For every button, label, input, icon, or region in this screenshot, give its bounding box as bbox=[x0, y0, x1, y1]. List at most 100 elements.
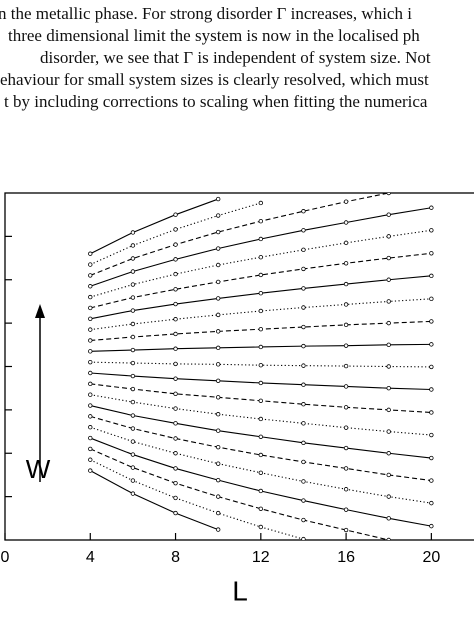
data-point bbox=[88, 273, 93, 278]
data-point bbox=[215, 279, 221, 285]
plot-area bbox=[88, 193, 434, 540]
data-point bbox=[386, 429, 391, 434]
data-point bbox=[215, 477, 221, 483]
data-point bbox=[258, 236, 264, 242]
data-point bbox=[215, 510, 221, 516]
data-point bbox=[130, 426, 136, 431]
x-axis-label: L bbox=[232, 575, 248, 606]
data-point bbox=[130, 321, 136, 327]
data-point bbox=[343, 507, 349, 512]
data-point bbox=[130, 439, 136, 444]
data-point bbox=[88, 414, 93, 419]
data-point bbox=[130, 243, 136, 248]
data-point bbox=[301, 402, 306, 407]
data-point bbox=[301, 228, 306, 233]
x-tick-label: 20 bbox=[422, 549, 440, 566]
data-point bbox=[386, 299, 391, 304]
data-point bbox=[429, 296, 434, 302]
data-point bbox=[343, 466, 349, 471]
data-point bbox=[88, 305, 93, 311]
data-point bbox=[215, 527, 221, 532]
curve bbox=[90, 193, 389, 276]
data-point bbox=[301, 363, 306, 368]
data-point bbox=[386, 342, 391, 348]
data-point bbox=[173, 391, 178, 397]
data-point bbox=[130, 465, 136, 470]
data-point bbox=[343, 363, 349, 369]
data-point bbox=[130, 452, 136, 457]
data-point bbox=[301, 247, 306, 253]
data-point bbox=[130, 360, 136, 366]
curve bbox=[90, 252, 432, 309]
data-point bbox=[173, 406, 178, 411]
data-point bbox=[88, 392, 93, 397]
data-point bbox=[258, 362, 264, 368]
curve bbox=[90, 394, 432, 436]
data-point bbox=[258, 452, 264, 458]
data-point bbox=[258, 200, 264, 206]
data-point bbox=[301, 209, 306, 214]
data-point bbox=[343, 220, 349, 225]
data-point bbox=[88, 262, 93, 267]
data-point bbox=[429, 523, 434, 529]
data-point bbox=[343, 487, 349, 492]
data-point bbox=[386, 472, 391, 478]
data-point bbox=[215, 329, 221, 334]
data-point bbox=[215, 362, 221, 367]
data-point bbox=[130, 491, 136, 496]
data-point bbox=[429, 205, 434, 210]
data-point bbox=[343, 425, 349, 430]
data-point bbox=[386, 537, 391, 540]
arrow-head bbox=[35, 304, 45, 318]
data-point bbox=[301, 498, 306, 503]
data-point bbox=[215, 444, 221, 450]
data-point bbox=[343, 322, 349, 328]
data-point bbox=[215, 296, 221, 301]
data-point bbox=[258, 488, 264, 494]
curve bbox=[90, 198, 219, 255]
data-point bbox=[343, 384, 349, 389]
data-point bbox=[88, 425, 93, 430]
data-point bbox=[130, 308, 136, 313]
text-line: t by including corrections to scaling wh… bbox=[4, 92, 428, 111]
curve bbox=[90, 202, 261, 266]
data-point bbox=[429, 432, 434, 438]
data-point bbox=[343, 281, 349, 287]
data-point bbox=[130, 399, 136, 405]
data-point bbox=[88, 381, 93, 387]
data-point bbox=[386, 516, 391, 521]
data-point bbox=[301, 421, 306, 426]
data-point bbox=[173, 451, 178, 456]
data-point bbox=[215, 378, 221, 384]
data-point bbox=[173, 376, 178, 381]
data-point bbox=[173, 271, 178, 277]
data-point bbox=[215, 461, 221, 466]
data-point bbox=[173, 242, 178, 247]
data-point bbox=[215, 494, 221, 499]
data-point bbox=[343, 302, 349, 307]
data-point bbox=[301, 459, 306, 465]
data-point bbox=[173, 436, 178, 441]
data-point bbox=[386, 193, 391, 196]
data-point bbox=[386, 385, 391, 391]
data-point bbox=[88, 294, 93, 300]
data-point bbox=[88, 403, 93, 408]
data-point bbox=[343, 445, 349, 451]
data-point bbox=[130, 230, 136, 235]
data-point bbox=[215, 312, 221, 318]
data-point bbox=[343, 405, 349, 410]
data-point bbox=[258, 272, 264, 278]
data-point bbox=[130, 295, 136, 300]
data-point bbox=[386, 494, 391, 499]
data-point bbox=[386, 277, 391, 282]
data-point bbox=[386, 407, 391, 413]
data-point bbox=[301, 305, 306, 310]
data-point bbox=[258, 290, 264, 296]
curve bbox=[90, 437, 432, 527]
data-point bbox=[215, 196, 221, 202]
data-point bbox=[301, 382, 306, 387]
data-point bbox=[386, 234, 391, 239]
data-point bbox=[258, 470, 264, 475]
data-point bbox=[130, 478, 136, 483]
